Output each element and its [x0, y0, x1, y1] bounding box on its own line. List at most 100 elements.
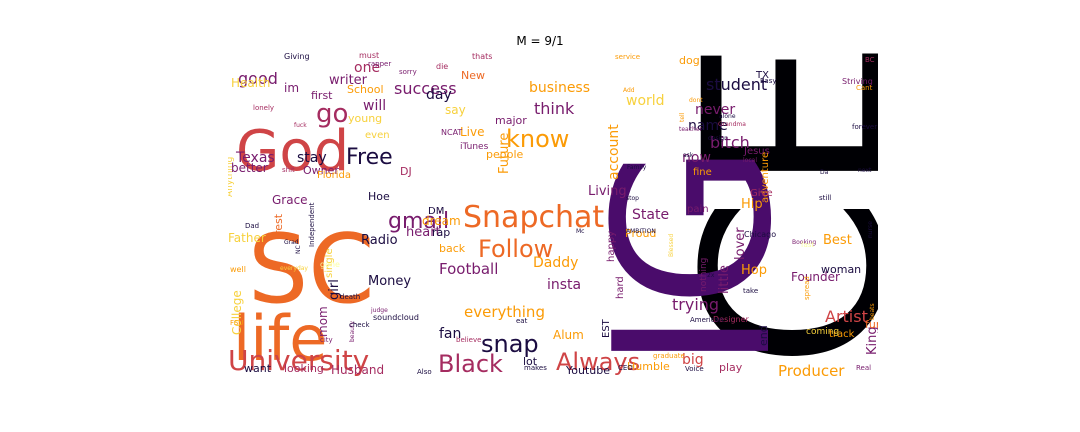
cloud-word-fuck: fuck: [294, 122, 307, 129]
cloud-word-nurse: nurse: [867, 221, 874, 238]
cloud-word-shit: shit: [282, 166, 295, 174]
cloud-word-pain: pain: [687, 204, 709, 215]
cloud-word-black: Black: [438, 350, 503, 377]
cloud-word-go: go: [316, 99, 348, 129]
cloud-word-grad: Grad: [284, 239, 299, 246]
cloud-word-thats: thats: [472, 52, 492, 61]
cloud-word-fine: fine: [693, 167, 712, 178]
cloud-word-mc: Mc: [576, 228, 584, 235]
cloud-word-design: design: [708, 135, 728, 142]
cloud-word-humble: Humble: [627, 360, 670, 373]
cloud-word-dog: dog: [679, 54, 700, 67]
cloud-word-will: will: [363, 98, 386, 114]
cloud-word-dont: dont: [689, 97, 703, 104]
cloud-word-add: Add: [623, 87, 635, 94]
cloud-word-free: Free: [346, 145, 393, 170]
cloud-word-adventure: adventure: [760, 152, 771, 203]
figure-title: M = 9/1: [516, 34, 564, 48]
cloud-word-ceo: CEO: [618, 364, 633, 372]
cloud-word-snap: snap: [481, 330, 539, 358]
cloud-word-girl: girl: [327, 279, 342, 300]
cloud-word-account: account: [606, 124, 622, 180]
cloud-word-producer: Producer: [778, 362, 845, 377]
cloud-word-first: first: [311, 89, 333, 102]
cloud-word-easy: Easy: [760, 77, 777, 85]
cloud-word-end: end: [757, 325, 770, 346]
cloud-word-next: next: [858, 167, 872, 174]
cloud-word-ncat: NCAT: [441, 128, 462, 137]
cloud-word-lot: lot: [523, 355, 538, 368]
cloud-word-ask: ask: [683, 152, 694, 159]
cloud-word-nothing: nothing: [699, 258, 709, 292]
cloud-word-daddy: Daddy: [533, 255, 578, 271]
cloud-word-mom: mom: [316, 306, 330, 337]
cloud-word-play: play: [719, 361, 743, 374]
cloud-word-take: take: [743, 287, 758, 295]
cloud-word-young: young: [348, 112, 382, 125]
cloud-word-forever: forever: [852, 123, 877, 131]
cloud-word-ambition: AMBITION: [626, 228, 656, 235]
cloud-word-graduate: graduate: [653, 352, 685, 360]
cloud-word-follow: Follow: [478, 235, 553, 263]
cloud-word-big: big: [682, 352, 704, 368]
cloud-word-service: service: [615, 53, 640, 61]
cloud-word-fsu: FSU: [230, 319, 243, 327]
cloud-word-jesus: Jesus: [743, 146, 770, 157]
cloud-word-teacher: teacher: [679, 126, 703, 133]
cloud-word-gone: gone: [320, 260, 340, 269]
cloud-word-people: people: [486, 148, 524, 161]
cloud-word-judge: judge: [370, 307, 388, 314]
cloud-word-track: track: [829, 329, 855, 340]
cloud-word-radio: Radio: [361, 233, 398, 248]
cloud-word-tx: TX: [755, 70, 769, 81]
cloud-word-lover: lover: [733, 227, 748, 260]
cloud-word-school: School: [347, 83, 384, 96]
cloud-word-stop: stop: [626, 195, 639, 202]
cloud-word-dj: DJ: [400, 165, 412, 178]
cloud-word-spread: spread: [803, 276, 811, 300]
cloud-word-chicago: Chicago: [744, 230, 776, 239]
cloud-word-family: Family: [627, 164, 647, 171]
cloud-word-artist: Artist: [825, 307, 868, 326]
cloud-word-woman: woman: [821, 263, 861, 276]
cloud-word-beauty: beauty: [349, 321, 356, 342]
cloud-word-local: local: [743, 157, 757, 164]
cloud-word-husband: Husband: [331, 363, 384, 377]
cloud-word-fast: fast: [801, 241, 814, 249]
cloud-word-cant: Cant: [856, 84, 873, 92]
cloud-word-owner: Owner: [303, 164, 339, 177]
cloud-word-name: name: [688, 118, 728, 134]
cloud-word-dm: DM: [428, 206, 444, 217]
cloud-word-health: Health: [231, 76, 270, 90]
cloud-word-want: want: [244, 362, 272, 375]
cloud-word-city: city: [320, 336, 333, 344]
cloud-word-est: EST: [601, 318, 612, 338]
cloud-word-student: student: [706, 75, 767, 94]
cloud-word-still: still: [819, 194, 831, 202]
cloud-word-soundcloud: soundcloud: [373, 313, 419, 322]
cloud-word-better: better: [231, 161, 268, 175]
cloud-word-itunes: iTunes: [460, 142, 489, 152]
cloud-word-looking: looking: [284, 362, 324, 375]
cloud-word-nc: NC: [295, 245, 302, 254]
cloud-word-da: Da: [820, 169, 829, 176]
cloud-word-success: success: [394, 79, 457, 98]
cloud-word-designer: Designer: [713, 315, 750, 324]
cloud-word-heart: heart: [406, 225, 441, 240]
cloud-word-american: American: [690, 316, 723, 324]
cloud-word-give: Give: [750, 188, 773, 199]
cloud-word-booking: Booking: [792, 239, 816, 246]
cloud-word-life: life: [233, 302, 327, 375]
word-cloud-canvas: CEOIGSClifeGodloveSnapchatInstagrammusic…: [228, 52, 878, 377]
cloud-word-king: King: [865, 326, 878, 355]
cloud-word-college: College: [230, 290, 244, 335]
word-cloud: CEOIGSClifeGodloveSnapchatInstagrammusic…: [228, 52, 878, 377]
cloud-word-lonely: lonely: [253, 104, 274, 112]
cloud-word-blessed: Blessed: [668, 234, 675, 257]
cloud-word-rest: rest: [272, 213, 285, 235]
cloud-word-sc: SC: [248, 215, 375, 325]
cloud-word-snapchat: Snapchat: [463, 200, 604, 235]
cloud-word-never: never: [695, 102, 735, 118]
cloud-word-father: Father: [228, 231, 266, 245]
cloud-word-insta: insta: [547, 277, 581, 293]
